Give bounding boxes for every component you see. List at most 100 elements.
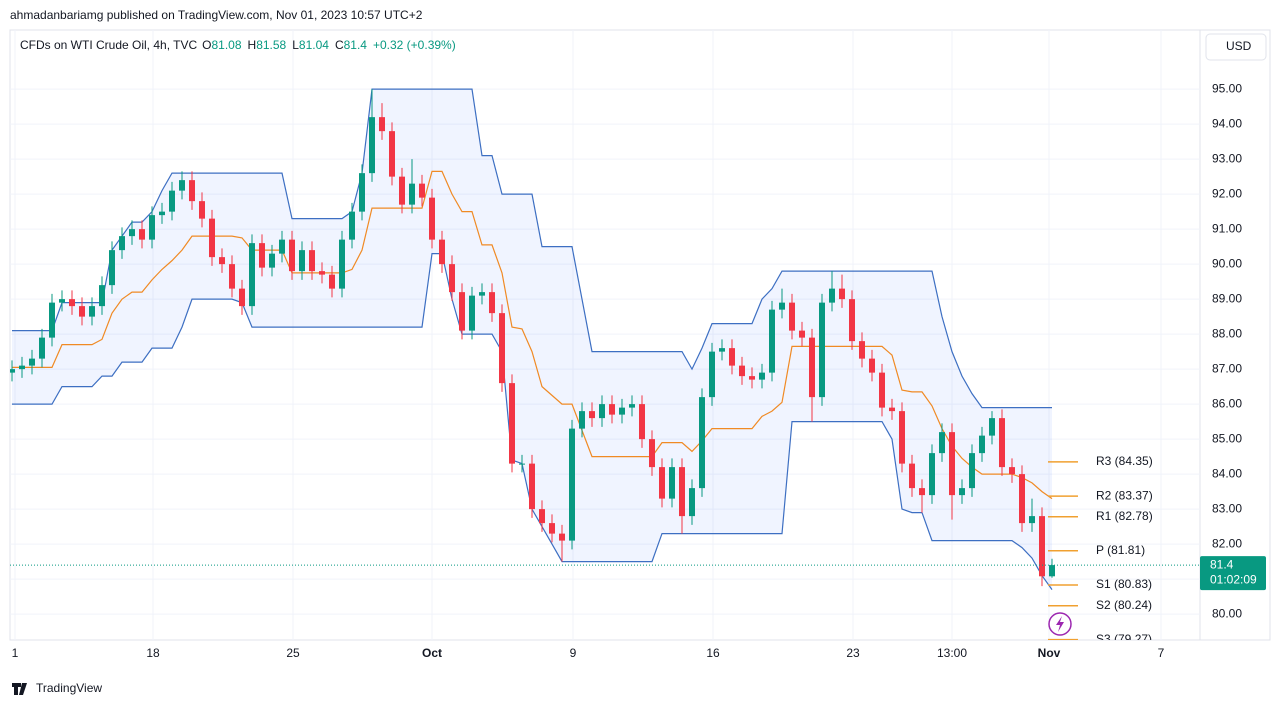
ohlc-key: C (335, 38, 344, 52)
tv-logo (12, 683, 27, 695)
candle-body (1009, 467, 1015, 475)
change-label: +0.32 (+0.39%) (373, 38, 456, 52)
footer-brand: TradingView (36, 681, 102, 695)
x-tick-label: 1 (12, 646, 19, 660)
candle-body (599, 404, 605, 419)
pivot-label: R3 (84.35) (1096, 454, 1153, 468)
channel-fill (12, 89, 1052, 590)
pivot-label: R1 (82.78) (1096, 509, 1153, 523)
candle-body (279, 239, 285, 254)
candle-body (999, 418, 1005, 468)
candle-body (109, 250, 115, 286)
ohlc-key: L (292, 38, 299, 52)
y-tick-label: 86.00 (1212, 396, 1242, 410)
pivot-label: S1 (80.83) (1096, 577, 1152, 591)
candle-body (839, 288, 845, 300)
ohlc-value: 81.58 (256, 38, 286, 52)
candle-body (219, 257, 225, 265)
candle-body (719, 348, 725, 352)
x-tick-label: 7 (1158, 646, 1165, 660)
candle-body (889, 407, 895, 412)
candle-body (959, 488, 965, 496)
candle-body (409, 183, 415, 205)
ohlc-key: O (202, 38, 211, 52)
candle-body (619, 407, 625, 415)
candle-body (1019, 474, 1025, 524)
candle-body (579, 411, 585, 429)
last-price-label: 81.4 (1210, 557, 1234, 571)
pivot-label: R2 (83.37) (1096, 488, 1153, 502)
candle-body (779, 302, 785, 310)
ohlc-key: H (248, 38, 257, 52)
y-tick-label: 83.00 (1212, 501, 1242, 515)
candle-body (59, 299, 65, 303)
candle-body (829, 288, 835, 303)
candle-body (679, 467, 685, 517)
y-tick-label: 92.00 (1212, 186, 1242, 200)
channel-upper (12, 88, 1052, 409)
legend: CFDs on WTI Crude Oil, 4h, TVC O 81.08 H 81.… (20, 38, 456, 52)
candle-body (879, 372, 885, 408)
x-tick-label: 18 (146, 646, 160, 660)
candle-body (769, 309, 775, 373)
candle-body (89, 306, 95, 317)
candle-body (739, 365, 745, 377)
candle-body (319, 271, 325, 275)
last-price-box (1200, 556, 1266, 591)
candle-body (899, 411, 905, 464)
candle-body (649, 439, 655, 468)
candle-body (19, 365, 25, 370)
candle-body (1029, 516, 1035, 524)
candle-body (69, 299, 75, 307)
candle-body (329, 274, 335, 289)
pivot-label: S2 (80.24) (1096, 598, 1152, 612)
symbol-label: CFDs on WTI Crude Oil, 4h, TVC (20, 38, 197, 52)
candle-body (789, 302, 795, 331)
currency-label[interactable]: USD (1226, 39, 1252, 53)
candle-body (519, 463, 525, 465)
candle-body (389, 131, 395, 177)
candle-body (849, 299, 855, 342)
candle-body (259, 243, 265, 268)
ohlc-value: 81.4 (344, 38, 368, 52)
candle-body (859, 341, 865, 359)
candle-body (49, 302, 55, 338)
candle-body (589, 411, 595, 419)
candle-body (179, 180, 185, 191)
candle-body (529, 463, 535, 510)
candle-body (469, 295, 475, 331)
candle-body (509, 383, 515, 464)
y-tick-label: 91.00 (1212, 221, 1242, 235)
y-tick-label: 85.00 (1212, 431, 1242, 445)
candle-body (689, 488, 695, 517)
x-tick-label: 16 (706, 646, 720, 660)
pivot-label: P (81.81) (1096, 543, 1145, 557)
candle-body (559, 533, 565, 541)
y-tick-label: 94.00 (1212, 116, 1242, 130)
y-tick-label: 87.00 (1212, 361, 1242, 375)
candle-body (129, 229, 135, 237)
y-tick-label: 89.00 (1212, 291, 1242, 305)
x-tick-label: 25 (286, 646, 300, 660)
x-tick-label: 13:00 (937, 646, 967, 660)
candle-body (759, 372, 765, 380)
candle-body (549, 523, 555, 534)
pivot-label: S3 (79.27) (1096, 632, 1152, 646)
candle-body (119, 236, 125, 251)
candle-body (569, 428, 575, 541)
candle-body (99, 285, 105, 307)
candle-body (1039, 516, 1045, 577)
chart-frame (9, 29, 1271, 641)
candle-body (659, 467, 665, 499)
currency-button[interactable] (1205, 33, 1267, 61)
price-timer: 01:02:09 (1210, 572, 1257, 586)
candle-body (10, 369, 15, 373)
candle-body (929, 453, 935, 496)
candle-body (909, 463, 915, 489)
x-tick-label: Nov (1038, 646, 1061, 660)
candle-body (309, 250, 315, 272)
candle-body (869, 358, 875, 373)
y-tick-label: 80.00 (1212, 606, 1242, 620)
x-tick-label: 9 (570, 646, 577, 660)
